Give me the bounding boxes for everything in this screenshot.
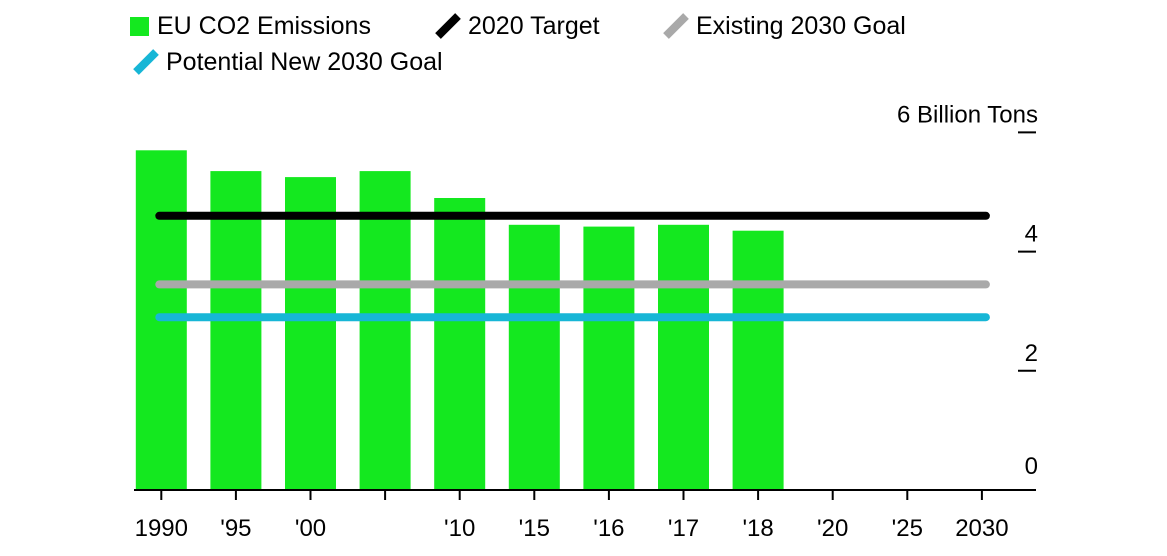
x-tick-label-10: '25 [892, 515, 923, 542]
x-tick-label-11: 2030 [955, 515, 1008, 542]
x-tick-label-1: '95 [220, 515, 251, 542]
x-tick-label-4: '10 [444, 515, 475, 542]
x-tick-label-5: '15 [519, 515, 550, 542]
bar-10-4 [434, 198, 486, 490]
bar-18-8 [732, 230, 784, 490]
bar-16-6 [583, 226, 635, 490]
bar-unlabeled-3 [359, 171, 411, 490]
x-tick-label-6: '16 [593, 515, 624, 542]
legend-swatch-potential-new-2030-goal [133, 49, 159, 75]
x-tick-label-2: '00 [295, 515, 326, 542]
legend-item-existing-2030-goal: Existing 2030 Goal [660, 8, 906, 44]
bars-layer [135, 150, 784, 491]
legend-item-eu-co2-emissions: EU CO2 Emissions [130, 8, 371, 44]
legend-swatch-2020-target [435, 13, 461, 39]
y-tick-label-2: 2 [1025, 340, 1038, 367]
y-tick-label-4: 4 [1025, 221, 1038, 248]
legend-item-potential-new-2030-goal: Potential New 2030 Goal [130, 44, 443, 80]
legend-item-2020-target: 2020 Target [432, 8, 600, 44]
legend-label-potential-new-2030-goal: Potential New 2030 Goal [166, 47, 443, 76]
bar-95-1 [210, 171, 262, 490]
bar-17-7 [658, 224, 709, 491]
legend-label-emissions: EU CO2 Emissions [157, 11, 371, 40]
legend-label-2020-target: 2020 Target [468, 11, 600, 40]
x-tick-label-8: '18 [742, 515, 773, 542]
chart-legend: EU CO2 Emissions 2020 Target Existing 20… [130, 6, 1070, 86]
x-tick-label-9: '20 [817, 515, 848, 542]
bar-00-2 [285, 177, 336, 490]
legend-label-existing-2030-goal: Existing 2030 Goal [696, 11, 906, 40]
x-tick-label-7: '17 [668, 515, 699, 542]
reference-lines-layer [155, 211, 990, 322]
y-tick-label-6: 6 Billion Tons [897, 101, 1038, 128]
x-tick-label-0: 1990 [135, 515, 188, 542]
legend-swatch-existing-2030-goal [663, 13, 689, 39]
y-tick-label-0: 0 [1025, 453, 1038, 480]
axes-layer: 1990 '95 '00 '10 '15 '16 '17 '18 '20 '25 2030 0 2 4 6 … [134, 101, 1038, 542]
bar-15-5 [508, 224, 560, 491]
legend-swatch-emissions [130, 16, 149, 36]
